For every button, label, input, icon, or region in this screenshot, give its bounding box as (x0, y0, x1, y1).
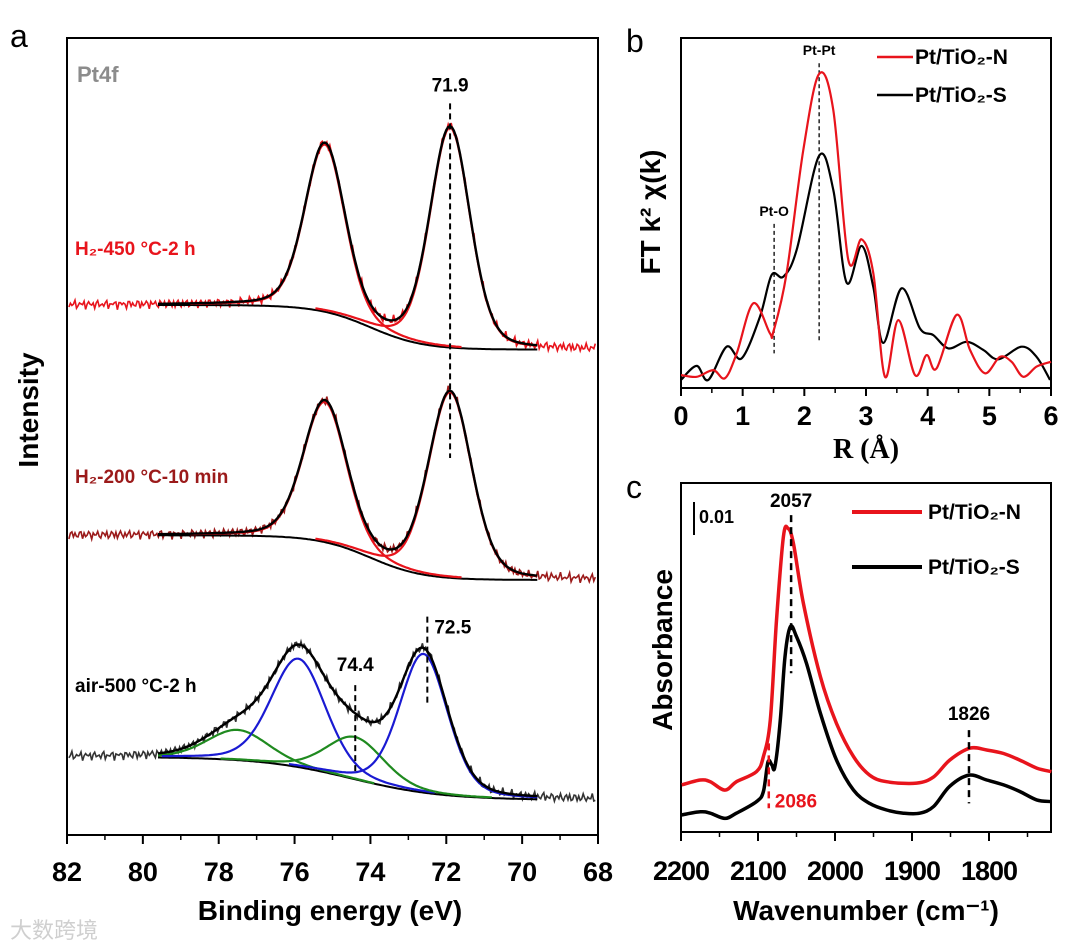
x-tick-label: 70 (507, 857, 537, 887)
x-tick-label: 76 (280, 857, 310, 887)
legend-label-n: Pt/TiO₂-N (928, 501, 1021, 524)
spectrum-1: H₂-200 °C-10 min (68, 385, 597, 585)
panel-c-legend: Pt/TiO₂-N Pt/TiO₂-S (852, 501, 1021, 579)
x-tick-label: 68 (583, 857, 613, 887)
series-line-1 (680, 152, 1051, 382)
panel-a-xlabel: Binding energy (eV) (198, 895, 462, 926)
annotation-label: 71.9 (432, 75, 469, 96)
panel-c-frame (680, 482, 1052, 833)
panel-b-xlabel: R (Å) (833, 434, 899, 465)
x-tick-label: 82 (52, 857, 82, 887)
watermark: 大数跨境 (10, 918, 98, 943)
x-tick-label: 5 (982, 401, 997, 431)
panel-a-xps: Pt4f Binding energy (eV) Intensity 82 80 7… (13, 37, 613, 926)
fit-envelope-line (158, 124, 538, 347)
fit-component-line (190, 400, 462, 579)
x-tick-label: 6 (1043, 401, 1058, 431)
x-tick-label: 4 (920, 401, 935, 431)
fit-envelope-line (158, 389, 538, 577)
x-tick-label: 1900 (884, 856, 940, 886)
panel-label-c: c (626, 469, 642, 505)
annotation-label: Pt-Pt (803, 42, 836, 58)
series-line-0 (681, 524, 1052, 792)
annotation-label: 74.4 (337, 655, 374, 676)
x-tick-label: 78 (204, 857, 234, 887)
x-tick-label: 72 (431, 857, 461, 887)
panel-label-b: b (626, 23, 644, 59)
panel-c-drifts: Wavenumber (cm⁻¹) Absorbance 0.01 Pt/TiO… (647, 482, 1052, 926)
x-tick-label: 74 (355, 857, 385, 887)
fit-component-line (288, 652, 538, 799)
fit-component-line (161, 657, 436, 794)
annotation-label: 72.5 (434, 618, 471, 639)
spectrum-2: air-500 °C-2 h (68, 638, 596, 805)
annotation-label: 2086 (775, 791, 817, 812)
panel-c-ylabel: Absorbance (647, 569, 678, 731)
panel-a-title: Pt4f (77, 62, 119, 87)
panel-label-a: a (10, 18, 28, 54)
series-line-1 (681, 624, 1052, 821)
annotation-label: 2057 (770, 491, 812, 512)
x-tick-label: 0 (673, 401, 688, 431)
series-line-0 (680, 71, 1052, 380)
x-tick-label: 2200 (653, 856, 709, 886)
fit-component-line (157, 728, 375, 785)
x-tick-label: 1 (735, 401, 750, 431)
spectrum-label: H₂-200 °C-10 min (75, 467, 228, 488)
x-tick-label: 80 (128, 857, 158, 887)
panel-c-xlabel: Wavenumber (cm⁻¹) (733, 895, 999, 926)
panel-b-exafs: R (Å) FT k² χ(k) Pt/TiO₂-N Pt/TiO₂-S 0 1 2… (635, 37, 1059, 465)
scale-bar-label: 0.01 (699, 507, 734, 527)
legend-label-n: Pt/TiO₂-N (915, 46, 1008, 69)
background-line (158, 534, 538, 581)
x-tick-label: 3 (858, 401, 873, 431)
spectrum-label: H₂-450 °C-2 h (75, 239, 196, 260)
annotation-label: 1826 (948, 704, 990, 725)
x-tick-label: 2 (797, 401, 812, 431)
panel-b-legend: Pt/TiO₂-N Pt/TiO₂-S (877, 46, 1008, 107)
annotation-label: Pt-O (759, 203, 789, 219)
fit-component-line (190, 143, 462, 349)
legend-label-s: Pt/TiO₂-S (928, 556, 1020, 579)
panel-b-ylabel: FT k² χ(k) (635, 149, 666, 274)
x-tick-label: 2000 (807, 856, 863, 886)
fit-envelope-line (157, 643, 538, 798)
spectrum-0: H₂-450 °C-2 h (68, 121, 597, 354)
x-tick-label: 2100 (730, 856, 786, 886)
legend-label-s: Pt/TiO₂-S (915, 84, 1007, 107)
background-line (158, 304, 538, 351)
spectrum-label: air-500 °C-2 h (75, 676, 197, 697)
panel-a-ylabel: Intensity (13, 352, 44, 468)
x-tick-label: 1800 (961, 856, 1017, 886)
